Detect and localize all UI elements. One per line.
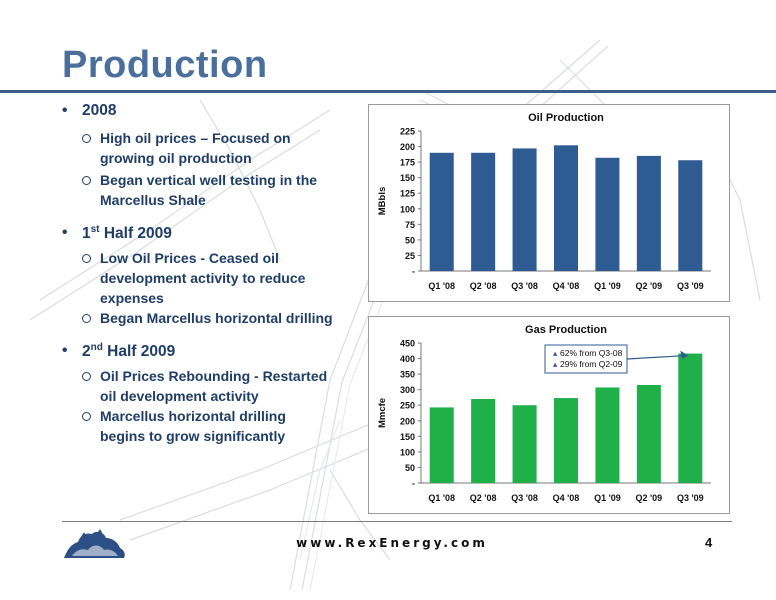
y-tick-label: 150 xyxy=(400,173,415,183)
footer-divider xyxy=(62,521,732,522)
circle-bullet-icon xyxy=(82,412,91,421)
gas-production-chart: Gas Production - 50 100 150 200 250 300 350 400 45… xyxy=(368,316,730,514)
bar xyxy=(595,387,620,483)
y-tick-label: 150 xyxy=(400,432,415,442)
y-tick-label: 200 xyxy=(400,416,415,426)
page-number: 4 xyxy=(705,535,713,550)
y-tick-label: 450 xyxy=(400,339,415,349)
page-title: Production xyxy=(62,44,268,86)
bar xyxy=(553,398,579,483)
bar xyxy=(636,385,661,483)
sub-bullet: Oil Prices Rebounding - Restarted oil de… xyxy=(82,366,362,406)
y-tick-label: 125 xyxy=(400,189,415,199)
bar xyxy=(678,353,703,483)
y-tick-label: 250 xyxy=(400,401,415,411)
bullet-label: 2008 xyxy=(82,102,117,119)
bar xyxy=(429,152,454,271)
bar xyxy=(471,399,496,483)
y-tick-label: 75 xyxy=(405,220,415,230)
y-tick-label: 200 xyxy=(400,142,415,152)
y-tick-label: 175 xyxy=(400,158,415,168)
y-tick-label: 350 xyxy=(400,370,415,380)
bar xyxy=(636,155,661,271)
bar xyxy=(595,157,620,271)
x-tick-label: Q2 '09 xyxy=(636,281,663,291)
bar xyxy=(429,407,454,483)
annotation-box xyxy=(544,344,628,374)
chart-title: Gas Production xyxy=(525,324,607,336)
y-tick-label: 25 xyxy=(405,251,415,261)
y-axis-label: Mmcfe xyxy=(377,398,388,428)
sub-bullet: Began Marcellus horizontal drilling xyxy=(82,308,362,328)
title-divider xyxy=(0,90,776,93)
x-tick-label: Q3 '09 xyxy=(677,281,704,291)
y-tick-label: 400 xyxy=(400,354,415,364)
oil-production-chart: Oil Production - 25 50 75 100 125 150 175 200 225 M… xyxy=(368,104,730,302)
circle-bullet-icon xyxy=(82,254,91,263)
y-tick-label: 50 xyxy=(405,463,415,473)
y-axis-label: MBbls xyxy=(377,187,388,216)
circle-bullet-icon xyxy=(82,372,91,381)
increase-arrow-icon: ▴ xyxy=(553,348,558,358)
bar xyxy=(678,160,703,271)
x-tick-label: Q3 '08 xyxy=(511,281,538,291)
x-tick-label: Q4 '08 xyxy=(553,493,580,503)
x-tick-label: Q2 '08 xyxy=(470,493,497,503)
bullet-dot-icon: • xyxy=(62,102,68,119)
bullet-dot-icon: • xyxy=(62,224,68,241)
annotation-text: 62% from Q3-08 xyxy=(560,348,623,358)
sub-bullet: Low Oil Prices - Ceased oil development … xyxy=(82,248,362,308)
bar xyxy=(471,152,496,271)
circle-bullet-icon xyxy=(82,314,91,323)
bar xyxy=(512,148,537,271)
bar xyxy=(553,145,579,271)
oil-chart-svg: Oil Production - 25 50 75 100 125 150 175 200 225 M… xyxy=(377,112,711,291)
sub-bullet: High oil prices – Focused on growing oil… xyxy=(82,128,362,168)
x-tick-label: Q1 '08 xyxy=(428,281,455,291)
annotation-arrowhead xyxy=(680,350,689,359)
y-tick-label: 50 xyxy=(405,235,415,245)
y-tick-label: 225 xyxy=(400,127,415,137)
y-tick-label: 100 xyxy=(400,447,415,457)
annotation-arrow xyxy=(626,354,687,360)
y-tick-label: 100 xyxy=(400,204,415,214)
x-tick-label: Q4 '08 xyxy=(553,281,580,291)
gas-chart-svg: Gas Production - 50 100 150 200 250 300 350 400 45… xyxy=(377,324,711,503)
footer-website[interactable]: www.RexEnergy.com xyxy=(296,536,488,550)
x-tick-label: Q1 '09 xyxy=(594,281,621,291)
annotation-text: 29% from Q2-09 xyxy=(560,359,623,369)
x-tick-label: Q3 '08 xyxy=(511,493,538,503)
x-tick-label: Q2 '09 xyxy=(636,493,663,503)
chart-title: Oil Production xyxy=(528,112,604,124)
x-tick-label: Q1 '08 xyxy=(428,493,455,503)
rex-energy-logo-icon xyxy=(64,529,125,558)
circle-bullet-icon xyxy=(82,134,91,143)
y-tick-label: 300 xyxy=(400,385,415,395)
increase-arrow-icon: ▴ xyxy=(553,359,558,369)
bar xyxy=(512,405,537,483)
x-tick-label: Q3 '09 xyxy=(677,493,704,503)
sub-bullet: Marcellus horizontal drilling begins to … xyxy=(82,406,362,446)
y-tick-label: - xyxy=(412,479,415,489)
sub-bullet: Began vertical well testing in the Marce… xyxy=(82,170,362,210)
bullet-dot-icon: • xyxy=(62,342,68,359)
circle-bullet-icon xyxy=(82,176,91,185)
x-tick-label: Q1 '09 xyxy=(594,493,621,503)
y-tick-label: - xyxy=(412,267,415,277)
x-tick-label: Q2 '08 xyxy=(470,281,497,291)
